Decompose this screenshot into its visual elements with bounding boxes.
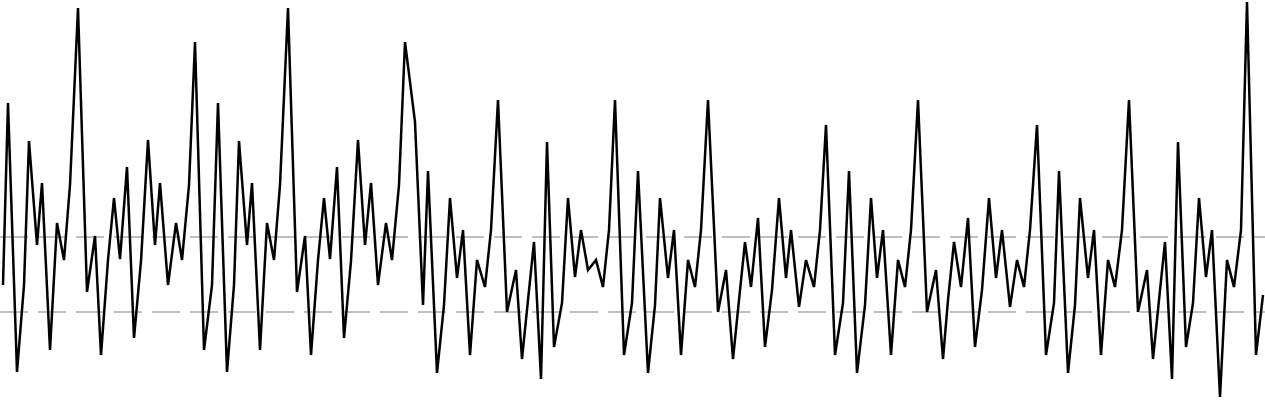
chart — [0, 1, 1265, 398]
data-line — [1, 1, 1265, 398]
